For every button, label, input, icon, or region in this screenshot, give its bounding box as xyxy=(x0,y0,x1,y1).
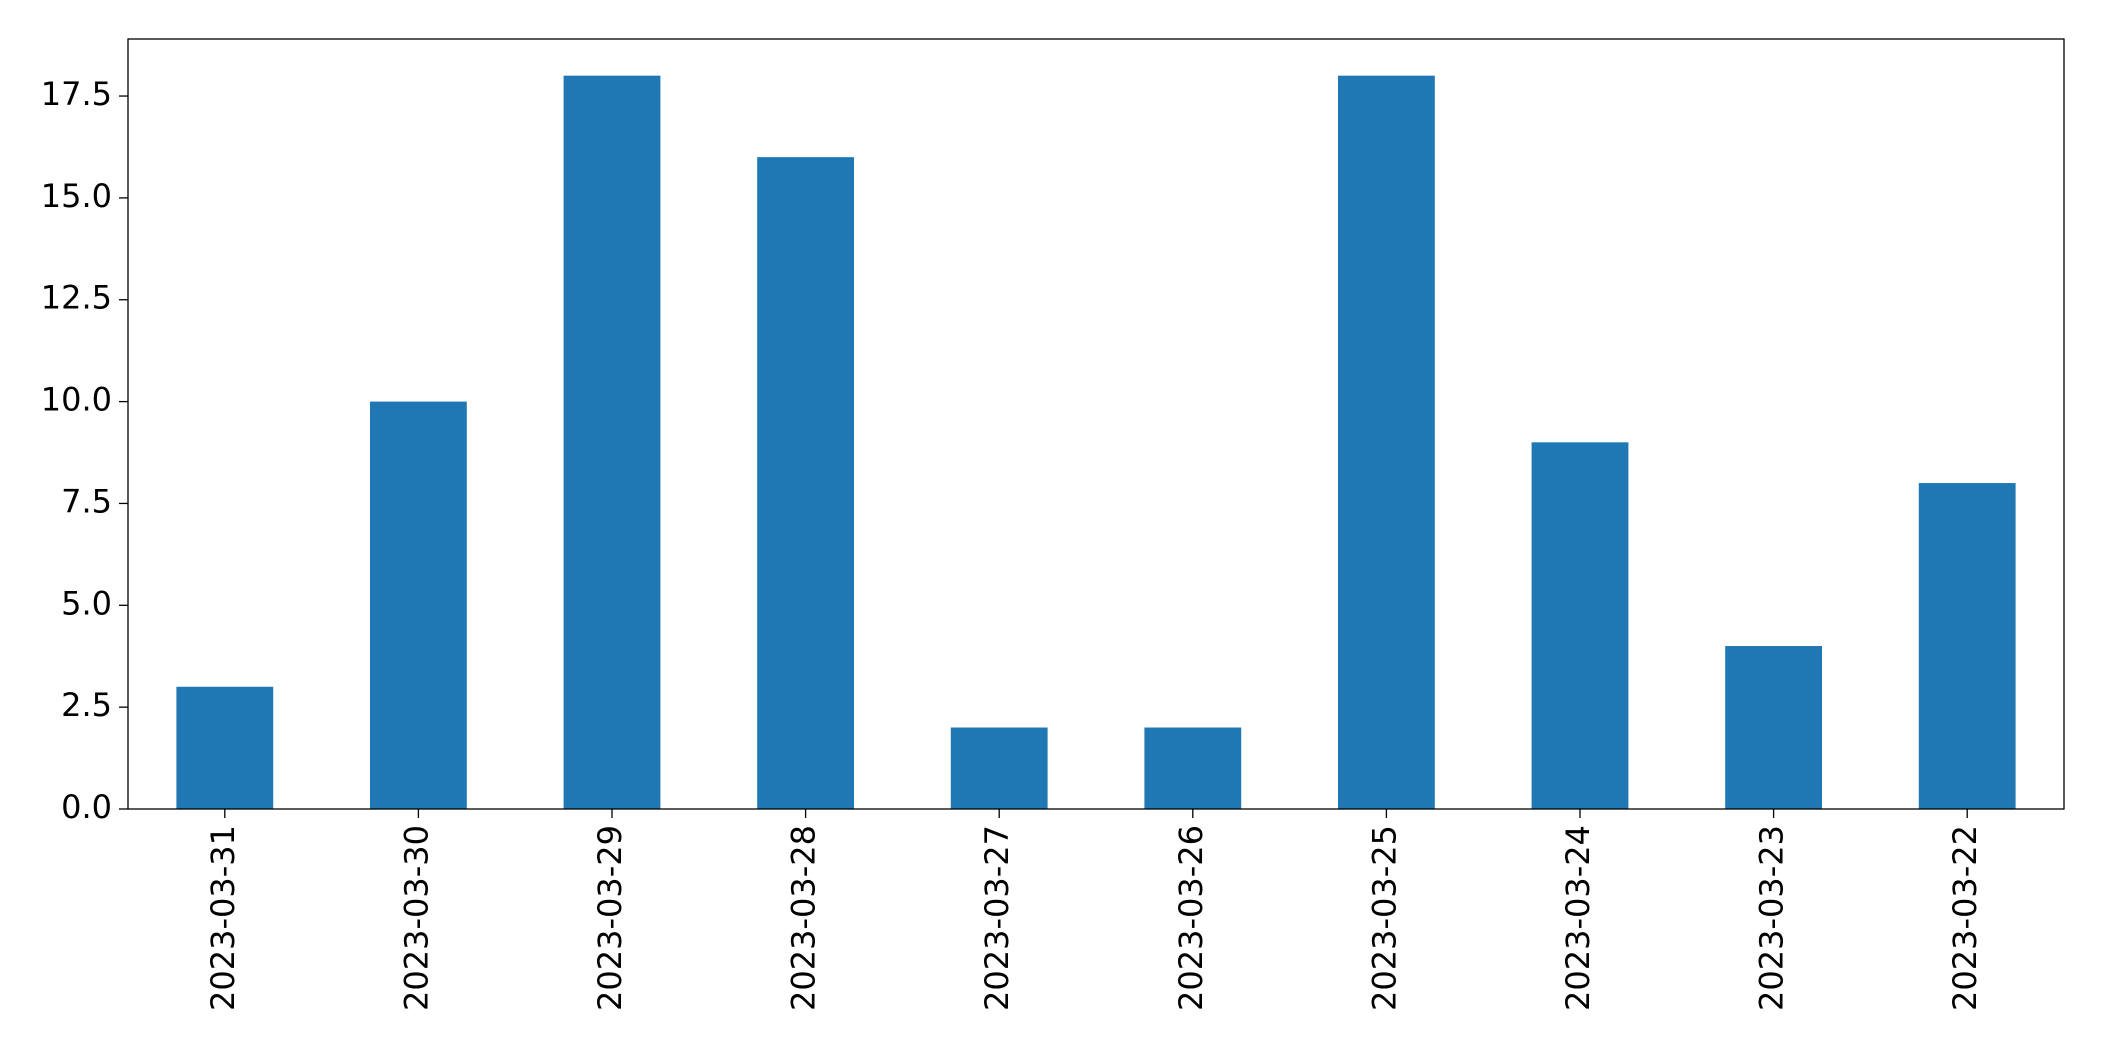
plot-frame xyxy=(127,38,2065,810)
bar xyxy=(1725,646,1822,809)
bar xyxy=(950,727,1048,809)
x-tick-label: 2023-03-22 xyxy=(1946,825,1984,1011)
x-tick-label: 2023-03-26 xyxy=(1172,825,1210,1011)
y-tick-label: 12.5 xyxy=(41,279,112,317)
y-tick-label: 0.0 xyxy=(61,788,112,826)
x-tick-label: 2023-03-31 xyxy=(204,825,242,1011)
y-tick-label: 5.0 xyxy=(61,584,112,622)
bar xyxy=(176,686,274,809)
bar xyxy=(370,401,467,809)
x-tick-label: 2023-03-29 xyxy=(591,825,629,1011)
y-tick-label: 7.5 xyxy=(61,482,112,520)
x-tick-label: 2023-03-30 xyxy=(397,825,435,1011)
y-tick-label: 17.5 xyxy=(41,75,112,113)
bar xyxy=(1144,727,1242,809)
y-tick-label: 2.5 xyxy=(61,686,112,724)
bar xyxy=(757,157,854,810)
x-tick-label: 2023-03-28 xyxy=(785,825,823,1011)
y-tick-label: 15.0 xyxy=(41,177,112,215)
x-tick-label: 2023-03-23 xyxy=(1753,825,1791,1011)
bar xyxy=(1531,442,1629,809)
bar xyxy=(1918,483,2016,809)
y-tick-label: 10.0 xyxy=(41,381,112,419)
x-tick-label: 2023-03-24 xyxy=(1559,825,1597,1011)
x-tick-label: 2023-03-25 xyxy=(1365,825,1403,1011)
x-tick-label: 2023-03-27 xyxy=(978,825,1016,1011)
bar xyxy=(1338,75,1435,809)
bar xyxy=(563,75,661,809)
